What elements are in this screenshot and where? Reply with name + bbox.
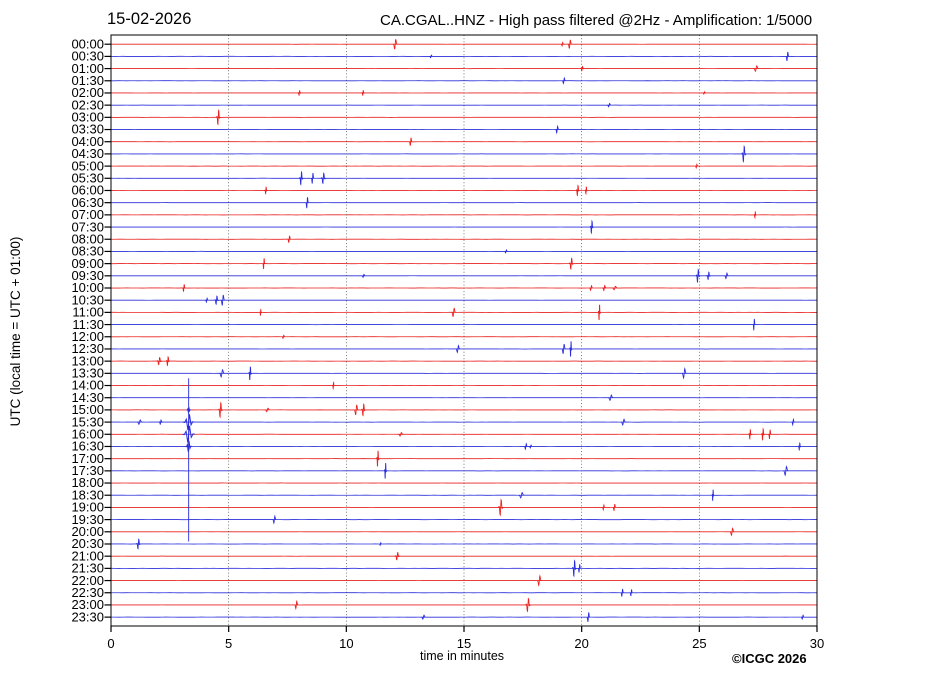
svg-text:20: 20 xyxy=(574,636,588,651)
svg-text:23:30: 23:30 xyxy=(71,609,104,624)
svg-text:30: 30 xyxy=(810,636,824,651)
svg-text:5: 5 xyxy=(225,636,232,651)
svg-text:25: 25 xyxy=(692,636,706,651)
svg-text:0: 0 xyxy=(107,636,114,651)
svg-text:15: 15 xyxy=(457,636,471,651)
svg-text:10: 10 xyxy=(339,636,353,651)
